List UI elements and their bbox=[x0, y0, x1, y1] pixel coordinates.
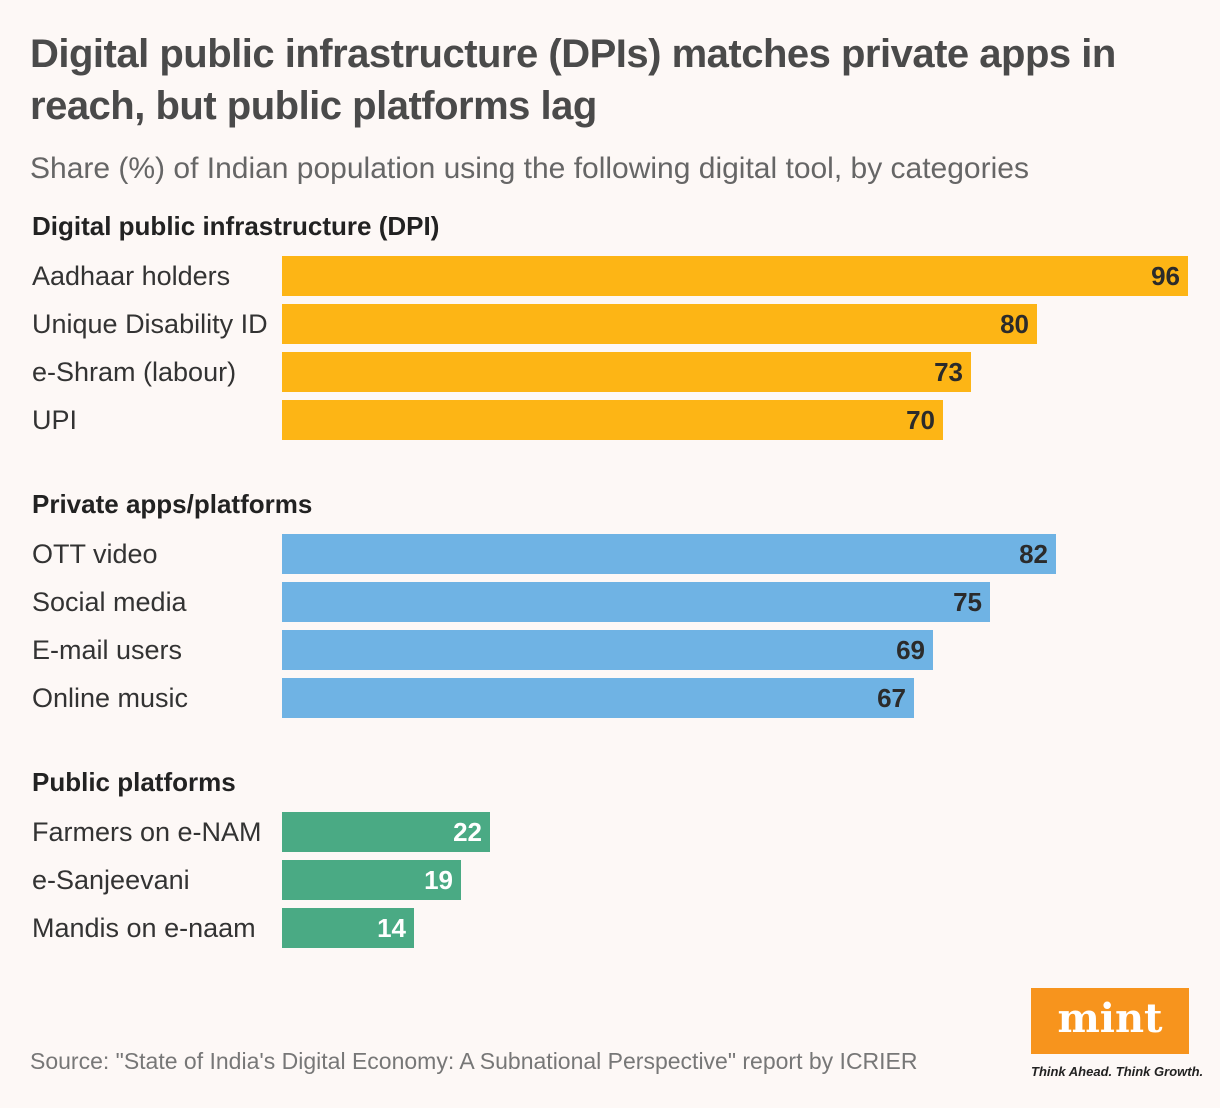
bar: 82 bbox=[282, 534, 1056, 574]
category-label: Mandis on e-naam bbox=[32, 913, 256, 943]
bar: 96 bbox=[282, 256, 1188, 296]
group-heading: Public platforms bbox=[32, 767, 236, 797]
category-label: Farmers on e-NAM bbox=[32, 817, 262, 847]
bar: 73 bbox=[282, 352, 971, 392]
category-label: E-mail users bbox=[32, 635, 183, 665]
data-label: 22 bbox=[453, 817, 482, 847]
category-label: Unique Disability ID bbox=[32, 309, 268, 339]
data-label: 69 bbox=[896, 635, 925, 665]
data-label: 96 bbox=[1151, 261, 1180, 291]
group-heading: Digital public infrastructure (DPI) bbox=[32, 211, 440, 241]
data-label: 70 bbox=[906, 405, 935, 435]
group-heading: Private apps/platforms bbox=[32, 489, 313, 519]
bar: 19 bbox=[282, 860, 461, 900]
category-label: e-Shram (labour) bbox=[32, 357, 237, 387]
bar: 70 bbox=[282, 400, 943, 440]
logo-text: mint bbox=[1057, 995, 1163, 1042]
bar: 69 bbox=[282, 630, 933, 670]
bar: 14 bbox=[282, 908, 414, 948]
mint-logo: mint bbox=[1031, 988, 1189, 1054]
chart-subtitle: Share (%) of Indian population using the… bbox=[30, 152, 1029, 185]
bar: 22 bbox=[282, 812, 490, 852]
category-label: Social media bbox=[32, 587, 187, 617]
data-label: 19 bbox=[424, 865, 453, 895]
data-label: 14 bbox=[377, 913, 406, 943]
bar: 75 bbox=[282, 582, 990, 622]
category-label: Online music bbox=[32, 683, 189, 713]
category-label: Aadhaar holders bbox=[32, 261, 231, 291]
bar: 80 bbox=[282, 304, 1037, 344]
bar: 67 bbox=[282, 678, 914, 718]
data-label: 67 bbox=[877, 683, 906, 713]
source-note: Source: "State of India's Digital Econom… bbox=[30, 1048, 918, 1074]
category-label: OTT video bbox=[32, 539, 158, 569]
logo-tagline: Think Ahead. Think Growth. bbox=[1031, 1064, 1204, 1079]
data-label: 82 bbox=[1019, 539, 1048, 569]
category-label: UPI bbox=[32, 405, 78, 435]
data-label: 75 bbox=[953, 587, 982, 617]
data-label: 73 bbox=[934, 357, 963, 387]
data-label: 80 bbox=[1000, 309, 1029, 339]
chart-title: Digital public infrastructure (DPIs) mat… bbox=[30, 32, 1116, 128]
category-label: e-Sanjeevani bbox=[32, 865, 190, 895]
